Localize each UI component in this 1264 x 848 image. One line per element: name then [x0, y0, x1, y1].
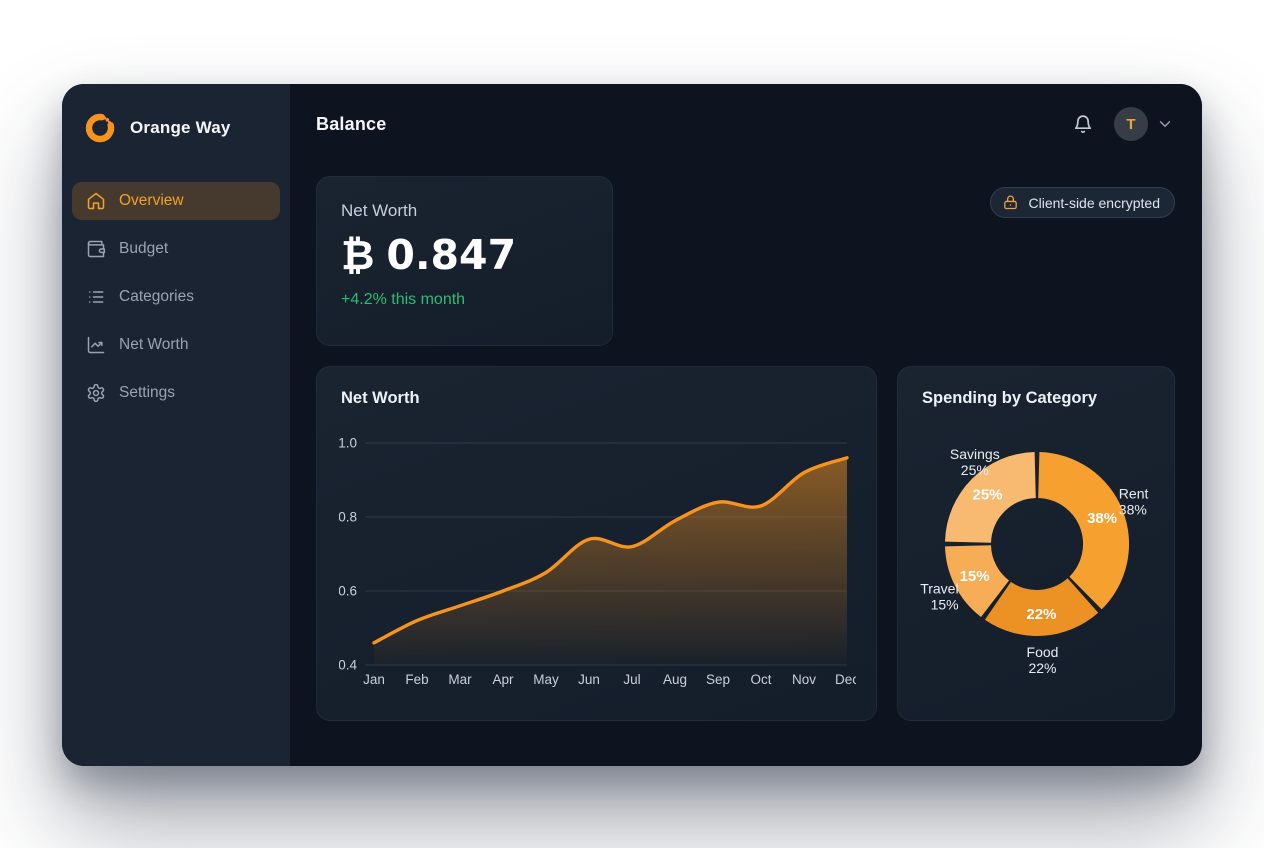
- main-area: Balance T: [290, 84, 1202, 766]
- sidebar-item-label: Net Worth: [119, 336, 189, 353]
- trend-icon: [86, 335, 106, 355]
- wallet-icon: [86, 239, 106, 259]
- sidebar-item-label: Overview: [119, 192, 184, 209]
- lock-icon: [1002, 194, 1019, 211]
- chevron-down-icon: [1156, 115, 1174, 133]
- y-axis-tick: 1.0: [339, 436, 357, 451]
- x-axis-tick: Aug: [663, 672, 687, 687]
- slice-pct-travel: 15%: [960, 568, 990, 585]
- app-name: Orange Way: [130, 118, 231, 137]
- chart-title: Spending by Category: [922, 389, 1098, 407]
- x-axis-tick: Oct: [750, 672, 771, 687]
- encryption-badge: Client-side encrypted: [990, 187, 1175, 218]
- avatar: T: [1114, 107, 1148, 141]
- chart-title: Net Worth: [341, 389, 420, 407]
- y-axis-tick: 0.6: [339, 584, 357, 599]
- x-axis-tick: Jul: [623, 672, 640, 687]
- slice-label-travel: Travel 15%: [920, 581, 958, 613]
- donut-slice-travel: [945, 545, 1009, 617]
- slice-pct-rent: 38%: [1087, 510, 1117, 527]
- donut-slice-food: [984, 578, 1099, 636]
- content: Net Worth ₿ 0.847 +4.2% this month: [290, 164, 1202, 766]
- slice-label-food: Food 22%: [1027, 644, 1059, 676]
- encryption-badge-label: Client-side encrypted: [1028, 194, 1160, 211]
- area-fill: [374, 457, 847, 665]
- y-axis-tick: 0.8: [339, 510, 357, 525]
- header: Balance T: [290, 84, 1202, 164]
- x-axis-tick: Jan: [363, 672, 385, 687]
- slice-label-rent: Rent 38%: [1119, 485, 1149, 517]
- app-window: Orange Way Overview Budget Categories Net W…: [62, 84, 1202, 766]
- sidebar-item-budget[interactable]: Budget: [72, 230, 280, 268]
- x-axis-tick: Feb: [405, 672, 428, 687]
- summary-label: Net Worth: [341, 201, 418, 220]
- x-axis-tick: Apr: [492, 672, 514, 687]
- spending-donut-chart: 38%Rent 38% 22% Food 22% 15%Travel 15% 25% Savin…: [920, 446, 1149, 676]
- slice-label-savings: Savings 25%: [950, 446, 1000, 478]
- net-worth-summary-card: Net Worth ₿ 0.847 +4.2% this month: [316, 176, 613, 346]
- slice-pct-savings: 25%: [972, 487, 1002, 504]
- list-icon: [86, 287, 106, 307]
- sidebar-item-overview[interactable]: Overview: [72, 182, 280, 220]
- donut-slice-rent: [1038, 452, 1130, 610]
- sidebar: Orange Way Overview Budget Categories Net W…: [62, 84, 290, 766]
- net-worth-chart-card: Net Worth 1.0 0.8 0.6 0.4 Jan Feb Mar Apr May Jun…: [316, 366, 877, 721]
- x-axis-tick: Dec: [835, 672, 856, 687]
- net-worth-value: ₿ 0.847: [341, 231, 588, 279]
- net-worth-line: [372, 456, 849, 645]
- gear-icon: [86, 383, 106, 403]
- orange-way-logo-icon: [82, 110, 118, 146]
- sidebar-nav: Overview Budget Categories Net Worth Setting…: [62, 168, 290, 426]
- brand[interactable]: Orange Way: [62, 84, 290, 168]
- bitcoin-symbol: ₿: [341, 231, 375, 279]
- page-title: Balance: [316, 113, 387, 134]
- net-worth-line-chart: 1.0 0.8 0.6 0.4 Jan Feb Mar Apr May Jun Jul Aug Sep O…: [339, 436, 856, 688]
- slice-pct-food: 22%: [1026, 606, 1056, 623]
- account-menu[interactable]: T: [1114, 107, 1174, 141]
- sidebar-item-settings[interactable]: Settings: [72, 374, 280, 412]
- donut-slice-savings: [945, 452, 1036, 543]
- y-axis-tick: 0.4: [339, 658, 357, 673]
- sidebar-item-label: Settings: [119, 384, 176, 401]
- sidebar-item-categories[interactable]: Categories: [72, 278, 280, 316]
- bell-icon: [1072, 113, 1094, 135]
- sidebar-item-net-worth[interactable]: Net Worth: [72, 326, 280, 364]
- x-axis-tick: Nov: [792, 672, 816, 687]
- x-axis-tick: May: [533, 672, 559, 687]
- notifications-button[interactable]: [1072, 113, 1094, 135]
- avatar-initial: T: [1126, 115, 1136, 133]
- net-worth-amount: 0.847: [386, 231, 517, 279]
- home-icon: [86, 191, 106, 211]
- sidebar-item-label: Categories: [119, 288, 194, 305]
- sidebar-item-label: Budget: [119, 240, 169, 257]
- net-worth-change: +4.2% this month: [341, 291, 466, 308]
- x-axis-tick: Mar: [448, 672, 472, 687]
- spending-chart-card: Spending by Category 38% Rent 38% 22% Food 22…: [897, 366, 1175, 721]
- x-axis-tick: Jun: [578, 672, 600, 687]
- x-axis-tick: Sep: [706, 672, 730, 687]
